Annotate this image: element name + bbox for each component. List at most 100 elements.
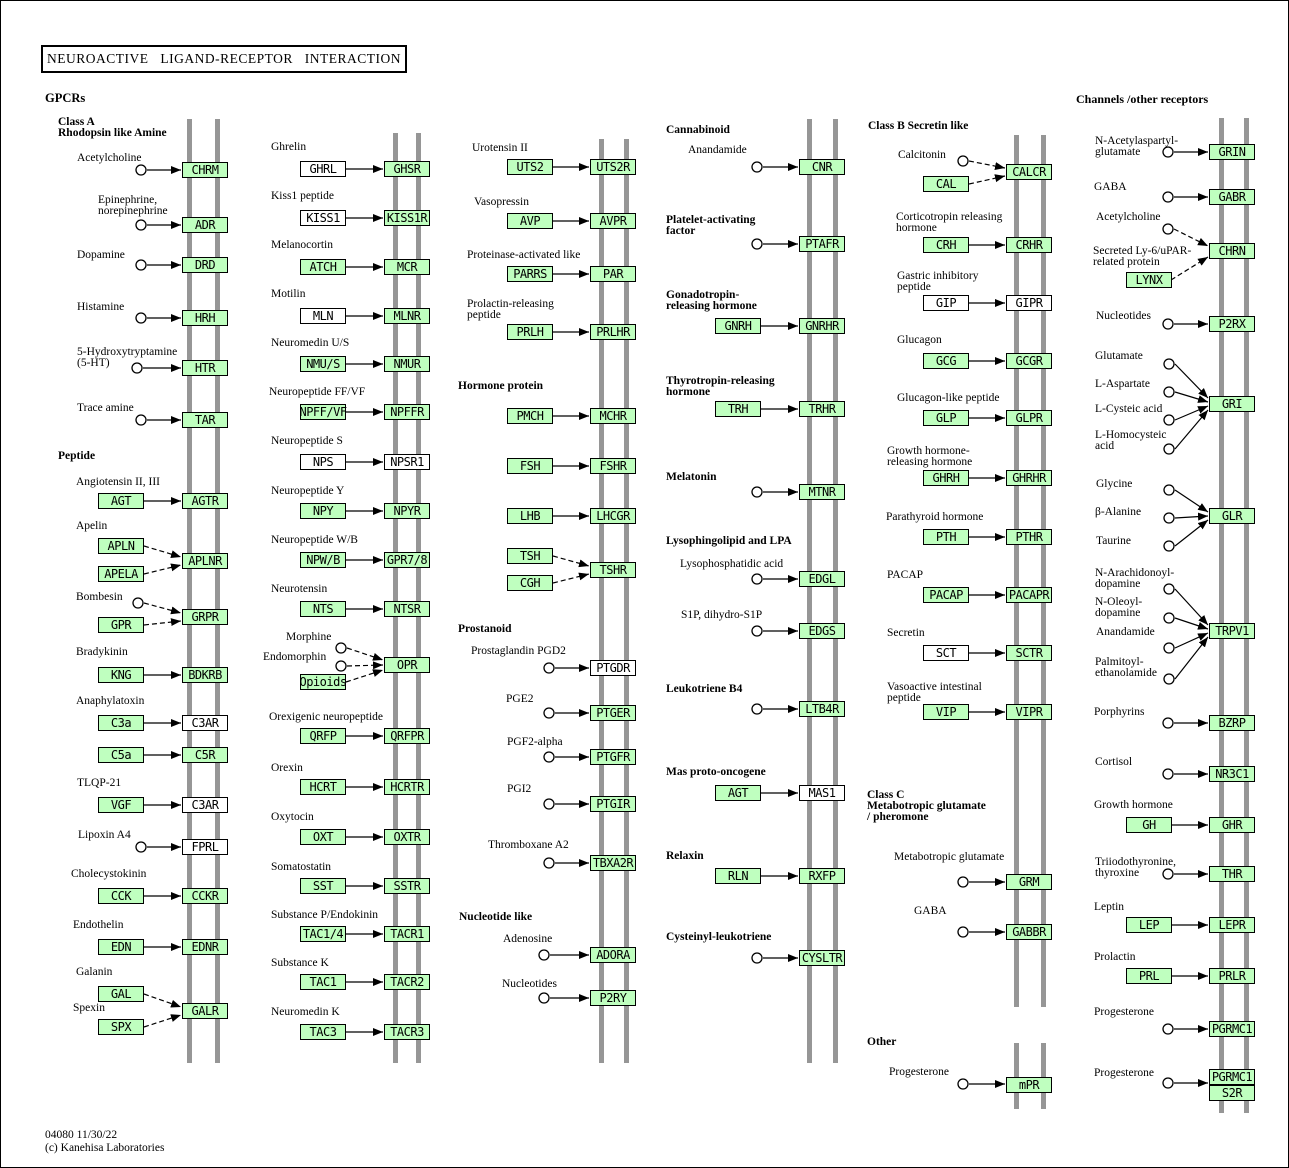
compound-circle[interactable] xyxy=(1162,1023,1174,1035)
node-MTNR[interactable]: MTNR xyxy=(799,484,845,500)
node-GAL[interactable]: GAL xyxy=(98,986,144,1002)
node-TAC3[interactable]: TAC3 xyxy=(300,1024,346,1040)
node-TAR[interactable]: TAR xyxy=(182,412,228,428)
node-APLN[interactable]: APLN xyxy=(98,538,144,554)
compound-circle[interactable] xyxy=(135,312,147,324)
node-EDGS[interactable]: EDGS xyxy=(799,623,845,639)
node-TSHR[interactable]: TSHR xyxy=(590,562,636,578)
compound-circle[interactable] xyxy=(1163,583,1175,595)
compound-circle[interactable] xyxy=(1163,358,1175,370)
node-AGT[interactable]: AGT xyxy=(715,785,761,801)
node-HRH[interactable]: HRH xyxy=(182,310,228,326)
node-EDGL[interactable]: EDGL xyxy=(799,571,845,587)
node-KNG[interactable]: KNG xyxy=(98,667,144,683)
compound-circle[interactable] xyxy=(1162,223,1174,235)
compound-circle[interactable] xyxy=(543,857,555,869)
node-SPX[interactable]: SPX xyxy=(98,1019,144,1035)
compound-circle[interactable] xyxy=(543,662,555,674)
node-NTS[interactable]: NTS xyxy=(300,601,346,617)
node-KISS1R[interactable]: KISS1R xyxy=(384,210,430,226)
node-NPY[interactable]: NPY xyxy=(300,503,346,519)
node-PTGFR[interactable]: PTGFR xyxy=(590,749,636,765)
node-VIP[interactable]: VIP xyxy=(923,704,969,720)
compound-circle[interactable] xyxy=(1162,717,1174,729)
node-NPS[interactable]: NPS xyxy=(300,454,346,470)
compound-circle[interactable] xyxy=(135,259,147,271)
node-C5R[interactable]: C5R xyxy=(182,747,228,763)
node-HTR[interactable]: HTR xyxy=(182,360,228,376)
compound-circle[interactable] xyxy=(751,161,763,173)
compound-circle[interactable] xyxy=(1163,512,1175,524)
node-GNRHR[interactable]: GNRHR xyxy=(799,318,845,334)
node-CNR[interactable]: CNR xyxy=(799,159,845,175)
node-PMCH[interactable]: PMCH xyxy=(507,408,553,424)
node-CALCR[interactable]: CALCR xyxy=(1006,164,1052,180)
compound-circle[interactable] xyxy=(751,952,763,964)
node-EDN[interactable]: EDN xyxy=(98,939,144,955)
node-NMUR[interactable]: NMUR xyxy=(384,356,430,372)
node-LHCGR[interactable]: LHCGR xyxy=(590,508,636,524)
node-AGT[interactable]: AGT xyxy=(98,493,144,509)
node-PRLH[interactable]: PRLH xyxy=(507,324,553,340)
node-GALR[interactable]: GALR xyxy=(182,1003,228,1019)
compound-circle[interactable] xyxy=(135,414,147,426)
node-HCRTR[interactable]: HCRTR xyxy=(384,779,430,795)
node-FPRL[interactable]: FPRL xyxy=(182,839,228,855)
node-NPW/B[interactable]: NPW/B xyxy=(300,552,346,568)
node-RLN[interactable]: RLN xyxy=(715,868,761,884)
node-GLPR[interactable]: GLPR xyxy=(1006,410,1052,426)
node-TRPV1[interactable]: TRPV1 xyxy=(1209,623,1255,639)
compound-circle[interactable] xyxy=(1162,318,1174,330)
node-ADORA[interactable]: ADORA xyxy=(590,947,636,963)
node-PACAPR[interactable]: PACAPR xyxy=(1006,587,1052,603)
compound-circle[interactable] xyxy=(543,751,555,763)
node-LEPR[interactable]: LEPR xyxy=(1209,917,1255,933)
node-PRL[interactable]: PRL xyxy=(1126,968,1172,984)
compound-circle[interactable] xyxy=(132,597,144,609)
node-NPFFR[interactable]: NPFFR xyxy=(384,404,430,420)
node-KISS1[interactable]: KISS1 xyxy=(300,210,346,226)
node-FSHR[interactable]: FSHR xyxy=(590,458,636,474)
node-CRHR[interactable]: CRHR xyxy=(1006,237,1052,253)
node-TAC1[interactable]: TAC1 xyxy=(300,974,346,990)
node-BZRP[interactable]: BZRP xyxy=(1209,715,1255,731)
node-EDNR[interactable]: EDNR xyxy=(182,939,228,955)
compound-circle[interactable] xyxy=(1162,1077,1174,1089)
node-PGRMC1[interactable]: PGRMC1 xyxy=(1209,1021,1255,1037)
node-UTS2[interactable]: UTS2 xyxy=(507,159,553,175)
node-GLR[interactable]: GLR xyxy=(1209,508,1255,524)
node-MCHR[interactable]: MCHR xyxy=(590,408,636,424)
node-GRIN[interactable]: GRIN xyxy=(1209,144,1255,160)
node-OXT[interactable]: OXT xyxy=(300,829,346,845)
compound-circle[interactable] xyxy=(543,707,555,719)
node-NPSR1[interactable]: NPSR1 xyxy=(384,454,430,470)
node-C5a[interactable]: C5a xyxy=(98,747,144,763)
compound-circle[interactable] xyxy=(957,876,969,888)
node-mPR[interactable]: mPR xyxy=(1006,1077,1052,1093)
node-C3a[interactable]: C3a xyxy=(98,715,144,731)
node-GRPR[interactable]: GRPR xyxy=(182,609,228,625)
node-PARRS[interactable]: PARRS xyxy=(507,266,553,282)
node-NTSR[interactable]: NTSR xyxy=(384,601,430,617)
node-PTH[interactable]: PTH xyxy=(923,529,969,545)
node-TRH[interactable]: TRH xyxy=(715,401,761,417)
node-GNRH[interactable]: GNRH xyxy=(715,318,761,334)
compound-circle[interactable] xyxy=(957,1078,969,1090)
node-CCKR[interactable]: CCKR xyxy=(182,888,228,904)
node-CHRM[interactable]: CHRM xyxy=(182,162,228,178)
node-OPR[interactable]: OPR xyxy=(384,657,430,673)
node-GRI[interactable]: GRI xyxy=(1209,396,1255,412)
node-C3AR[interactable]: C3AR xyxy=(182,715,228,731)
node-P2RY[interactable]: P2RY xyxy=(590,990,636,1006)
node-GRM[interactable]: GRM xyxy=(1006,874,1052,890)
node-CYSLTR[interactable]: CYSLTR xyxy=(799,950,845,966)
compound-circle[interactable] xyxy=(1163,612,1175,624)
node-PTAFR[interactable]: PTAFR xyxy=(799,236,845,252)
node-TACR1[interactable]: TACR1 xyxy=(384,926,430,942)
node-CGH[interactable]: CGH xyxy=(507,575,553,591)
node-GHR[interactable]: GHR xyxy=(1209,817,1255,833)
node-GHRHR[interactable]: GHRHR xyxy=(1006,470,1052,486)
node-PAR[interactable]: PAR xyxy=(590,266,636,282)
node-PTGIR[interactable]: PTGIR xyxy=(590,796,636,812)
node-DRD[interactable]: DRD xyxy=(182,257,228,273)
